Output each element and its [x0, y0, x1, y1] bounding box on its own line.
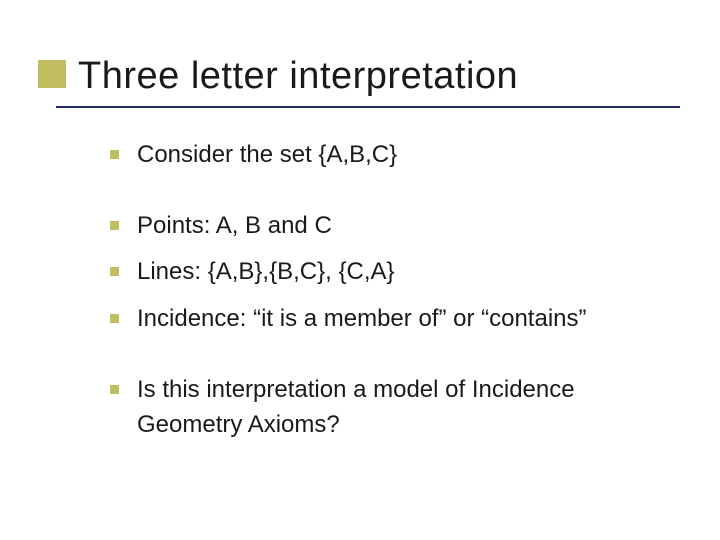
bullet-text: Consider the set {A,B,C} [137, 138, 397, 173]
title-underline [56, 106, 680, 108]
slide-title: Three letter interpretation [78, 56, 720, 98]
square-bullet-icon [110, 267, 119, 276]
bullet-group: Consider the set {A,B,C} [110, 138, 680, 173]
list-item: Is this interpretation a model of Incide… [110, 373, 680, 443]
bullet-text: Points: A, B and C [137, 209, 332, 244]
square-bullet-icon [110, 385, 119, 394]
square-bullet-icon [110, 221, 119, 230]
title-wrap: Three letter interpretation [0, 56, 720, 98]
bullet-text: Lines: {A,B},{B,C}, {C,A} [137, 255, 395, 290]
list-item: Lines: {A,B},{B,C}, {C,A} [110, 255, 680, 290]
list-item: Points: A, B and C [110, 209, 680, 244]
list-item: Incidence: “it is a member of” or “conta… [110, 302, 680, 337]
slide-body: Consider the set {A,B,C} Points: A, B an… [0, 98, 720, 443]
bullet-text: Incidence: “it is a member of” or “conta… [137, 302, 587, 337]
accent-box [38, 60, 66, 88]
bullet-text: Is this interpretation a model of Incide… [137, 373, 680, 443]
bullet-group: Points: A, B and C Lines: {A,B},{B,C}, {… [110, 209, 680, 337]
square-bullet-icon [110, 314, 119, 323]
square-bullet-icon [110, 150, 119, 159]
bullet-group: Is this interpretation a model of Incide… [110, 373, 680, 443]
list-item: Consider the set {A,B,C} [110, 138, 680, 173]
slide: Three letter interpretation Consider the… [0, 0, 720, 540]
